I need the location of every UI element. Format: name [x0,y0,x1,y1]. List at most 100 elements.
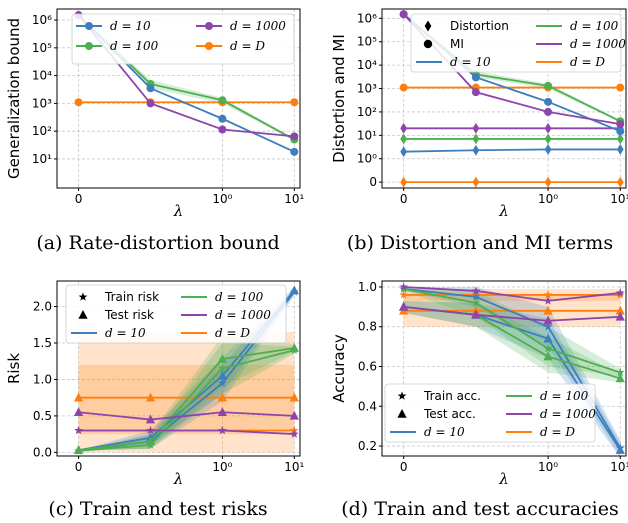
point-d10-2-1 [146,84,155,93]
band-d10-2 [403,286,621,456]
point-d10-6-1 [471,73,480,82]
y-tick-label: 1.0 [33,372,52,386]
point-d10-2-0 [400,146,408,158]
series-line-d10-2 [403,148,621,153]
point-d1000-6-2 [218,425,227,435]
series-line-d1000-7 [403,305,621,322]
series-line-d100-4 [403,288,621,374]
point-d1000-7-0 [73,407,84,417]
legend-label: d = 10 [105,326,146,340]
point-d1000-7-3 [289,410,299,420]
x-tick-label: 10¹ [610,460,628,474]
legend-label: Train risk [104,290,159,304]
point-dD-1-3 [289,392,299,402]
band-d10-2 [78,288,295,451]
plot-frame [56,280,301,457]
y-tick-label: 10⁶ [32,13,52,27]
point-d1000-3-3 [290,132,299,141]
legend-marker [85,21,94,30]
legend-item: Test risk [78,308,154,322]
chart-d: 0 10⁰ 10¹ 0.2 0.4 0.6 0.8 1.0 Accuracy λ (d) Train… [330,280,628,520]
band-d10-3 [403,300,621,456]
legend-label: d = 100 [540,389,589,403]
y-tick-label: 10⁴ [357,58,377,72]
point-d100-4-2 [218,363,227,373]
legend-label: Distortion [450,19,509,33]
legend-label: d = 100 [215,290,264,304]
chart-b: 0 10⁰ 10¹ 0 10⁰ 10¹ 10² 10³ 10⁴ 10⁵ 10⁶ Distortion … [330,8,628,254]
point-dD-1-0 [73,392,84,402]
point-d1000-7-1 [471,88,480,97]
legend-item: Distortion [424,19,509,33]
x-tick-label: 10⁰ [212,192,232,206]
legend-label: d = 10 [450,55,491,69]
point-d10-2-3 [616,143,624,155]
point-d100-3-0 [400,133,408,145]
point-d10-6-2 [544,97,553,106]
series-line-d1000-6 [78,429,295,436]
y-tick-label: 10⁴ [32,69,52,83]
point-d1000-6-1 [146,425,155,435]
point-dD-1-3 [616,83,625,92]
legend-marker [423,39,433,49]
y-tick-label: 10² [357,105,377,119]
point-d10-2-2 [543,322,553,331]
point-dD-0-2 [544,176,552,188]
y-tick-label: 0.6 [358,360,377,374]
point-d100-1-2 [218,96,227,105]
point-dD-0-3 [290,98,299,107]
point-d1000-7-0 [399,10,408,19]
legend: Distortion d = 100 MI d = 1000 d = 10 d = D [410,13,626,73]
legend-item: Train acc. [397,389,481,403]
point-d100-5-0 [73,445,84,454]
y-tick-label: 0.2 [358,439,377,453]
y-tick-label: 10² [32,124,52,138]
x-tick-label: 0 [75,460,83,474]
y-tick-label: 0.8 [358,320,377,334]
point-d1000-7-0 [399,301,409,311]
legend-item: d = D [181,326,250,340]
subfigure-caption: (b) Distortion and MI terms [347,232,613,254]
point-d1000-7-1 [471,309,481,319]
legend-box [384,383,596,443]
legend-marker [397,391,407,400]
point-dD-0-0 [400,176,408,188]
legend-label: d = 10 [110,19,151,33]
legend-label: d = 1000 [215,308,271,322]
legend-label: d = 10 [424,425,465,439]
legend-item: d = 10 [76,19,151,33]
point-d10-3-3 [615,444,625,454]
legend-item: d = 10 [71,326,146,340]
x-axis-label: λ [498,202,509,220]
legend-marker [204,42,213,51]
legend: Train risk d = 100 Test risk d = 1000 d = 10… [65,284,287,344]
point-d1000-7-3 [615,311,625,321]
x-tick-label: 10¹ [284,192,304,206]
point-d1000-7-2 [544,107,553,116]
point-dD-0-3 [616,176,624,188]
legend-marker [397,408,407,418]
legend-marker [85,42,94,51]
y-tick-label: 10⁵ [357,35,377,49]
point-d10-2-2 [544,143,552,155]
legend-label: d = 1000 [230,19,286,33]
x-tick-label: 10⁰ [538,192,558,206]
legend: Train acc. d = 100 Test acc. d = 1000 d = 10… [384,383,596,443]
x-axis-label: λ [173,470,184,488]
series-line-d100-5 [78,347,295,452]
legend-item: d = D [536,55,605,69]
x-tick-label: 0 [75,192,83,206]
legend-label: d = D [570,55,605,69]
legend-item: d = 1000 [506,407,596,421]
point-d1000-6-3 [289,429,299,438]
band-d10-3 [78,286,295,451]
legend-marker [424,20,432,32]
point-d1000-7-3 [616,120,625,129]
x-tick-label: 10⁰ [212,460,232,474]
legend-label: Test acc. [423,407,476,421]
point-d10-2-2 [218,114,227,123]
y-tick-label: 10¹ [357,128,377,142]
x-tick-label: 10⁰ [538,460,558,474]
legend-label: d = 1000 [540,407,596,421]
point-d1000-6-3 [615,288,625,297]
